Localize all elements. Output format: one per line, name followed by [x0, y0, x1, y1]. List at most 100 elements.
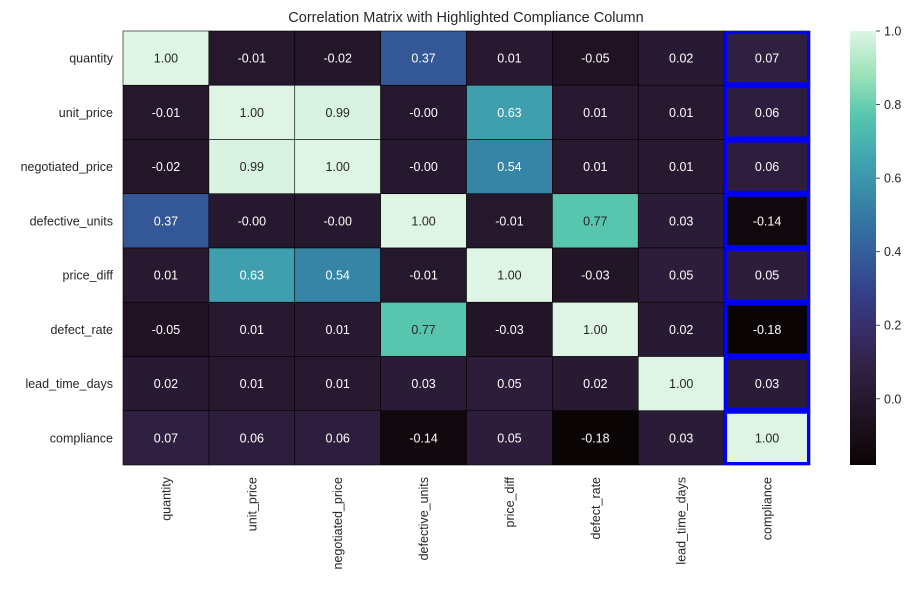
heatmap-value-label: 0.01 — [669, 106, 693, 120]
heatmap-cell — [294, 139, 381, 195]
heatmap-value-label: -0.01 — [152, 106, 181, 120]
heatmap-value-label: -0.05 — [581, 52, 610, 66]
heatmap-value-label: -0.02 — [152, 160, 181, 174]
heatmap-value-label: 0.05 — [497, 431, 521, 445]
heatmap-value-label: 0.01 — [583, 106, 607, 120]
heatmap-value-label: -0.14 — [409, 431, 438, 445]
y-axis-tick-labels: quantity unit_price negotiated_pricedefect… — [21, 52, 114, 446]
heatmap-value-label: 0.01 — [240, 377, 264, 391]
heatmap-cell — [380, 193, 467, 249]
heatmap-value-label: 0.02 — [669, 52, 693, 66]
colorbar-tick-label: 0.6 — [884, 172, 901, 186]
heatmap-cell — [637, 247, 725, 303]
highlight-column-border — [724, 193, 810, 248]
colorbar: 1.0 0.8 0.6 0.4 0.2 0.0 — [850, 25, 901, 465]
heatmap-value-label: 1.00 — [240, 106, 264, 120]
colorbar-tick-label: 0.2 — [884, 319, 901, 333]
heatmap-value-label: 0.05 — [497, 377, 521, 391]
heatmap-cells — [122, 30, 811, 466]
colorbar-tick-label: 1.0 — [884, 25, 901, 39]
y-tick-label: compliance — [50, 431, 113, 445]
highlight-column-border — [724, 356, 810, 411]
y-tick-label: lead_time_days — [25, 377, 113, 391]
colorbar-tick-label: 0.4 — [884, 245, 901, 259]
heatmap-value-label: 0.02 — [154, 377, 178, 391]
heatmap-value-label: 1.00 — [669, 377, 693, 391]
heatmap-cell — [294, 356, 381, 412]
heatmap-value-label: -0.02 — [323, 52, 352, 66]
heatmap-value-label: 1.00 — [755, 431, 779, 445]
heatmap-value-label: -0.03 — [581, 269, 610, 283]
heatmap-value-label: 0.06 — [755, 160, 779, 174]
heatmap-value-label: 0.03 — [669, 214, 693, 228]
x-axis-tick-labels: quantity unit_price negotiated_price defect… — [159, 476, 774, 569]
heatmap-cell — [552, 301, 639, 357]
heatmap-value-label: -0.18 — [753, 323, 782, 337]
heatmap-cell — [637, 193, 725, 249]
heatmap-value-label: -0.00 — [323, 214, 352, 228]
heatmap-cell — [723, 301, 811, 357]
heatmap-cell — [294, 30, 381, 86]
x-tick-label: price_diff — [503, 476, 517, 527]
heatmap-value-label: 0.02 — [583, 377, 607, 391]
heatmap-cell — [637, 410, 725, 466]
heatmap-value-label: -0.05 — [152, 323, 181, 337]
chart-title: Correlation Matrix with Highlighted Comp… — [288, 10, 643, 26]
colorbar-gradient — [850, 31, 876, 465]
heatmap-value-label: -0.01 — [409, 269, 438, 283]
heatmap-cell — [466, 247, 553, 303]
heatmap-cell — [294, 193, 381, 249]
heatmap-value-label: 0.06 — [755, 106, 779, 120]
heatmap-value-label: 0.05 — [669, 269, 693, 283]
heatmap-value-label: 0.01 — [669, 160, 693, 174]
heatmap-cell — [552, 139, 639, 195]
heatmap-cell — [122, 30, 210, 86]
heatmap-cell — [466, 139, 553, 195]
heatmap-cell — [637, 356, 725, 412]
heatmap-cell — [380, 247, 467, 303]
heatmap-cell — [637, 301, 725, 357]
y-tick-label: defective_units — [30, 214, 113, 228]
heatmap-cell — [380, 30, 467, 86]
heatmap-cell — [552, 356, 639, 412]
heatmap-cell — [637, 139, 725, 195]
heatmap-cell — [122, 193, 210, 249]
heatmap-value-label: 0.54 — [326, 269, 350, 283]
heatmap-value-label: -0.14 — [753, 214, 782, 228]
heatmap-value-label: 0.03 — [669, 431, 693, 445]
heatmap-value-label: 0.37 — [411, 52, 435, 66]
heatmap-value-label: 1.00 — [154, 52, 178, 66]
heatmap-cell — [380, 84, 467, 140]
heatmap-value-label: 0.37 — [154, 214, 178, 228]
heatmap-cell — [552, 84, 639, 140]
x-tick-label: unit_price — [245, 477, 259, 531]
heatmap-value-label: -0.03 — [495, 323, 524, 337]
y-tick-label: quantity — [69, 52, 114, 66]
heatmap-cell — [208, 410, 296, 466]
highlight-column-border — [724, 85, 810, 140]
heatmap-value-label: 0.54 — [497, 160, 521, 174]
heatmap-cell — [552, 247, 639, 303]
heatmap-cell — [723, 247, 811, 303]
highlight-column-border — [724, 302, 810, 357]
heatmap-cell — [208, 30, 296, 86]
heatmap-cell — [208, 84, 296, 140]
heatmap-value-label: 0.77 — [411, 323, 435, 337]
colorbar-tick-label: 0.0 — [884, 392, 901, 406]
heatmap-value-label: 0.07 — [154, 431, 178, 445]
heatmap-value-label: 0.01 — [240, 323, 264, 337]
x-tick-label: quantity — [159, 476, 173, 521]
y-tick-label: defect_rate — [50, 323, 113, 337]
x-tick-label: defective_units — [417, 477, 431, 560]
heatmap-value-label: 0.63 — [240, 269, 264, 283]
x-tick-label: compliance — [761, 477, 775, 540]
colorbar-tick-label: 0.8 — [884, 98, 901, 112]
heatmap-value-label: -0.01 — [238, 52, 267, 66]
heatmap-cell — [380, 139, 467, 195]
heatmap-value-label: 0.06 — [240, 431, 264, 445]
x-tick-label: lead_time_days — [675, 477, 689, 565]
highlight-column-border — [724, 31, 810, 86]
heatmap-value-label: 0.01 — [326, 377, 350, 391]
heatmap-value-label: 0.99 — [240, 160, 264, 174]
heatmap-value-label: 0.01 — [326, 323, 350, 337]
